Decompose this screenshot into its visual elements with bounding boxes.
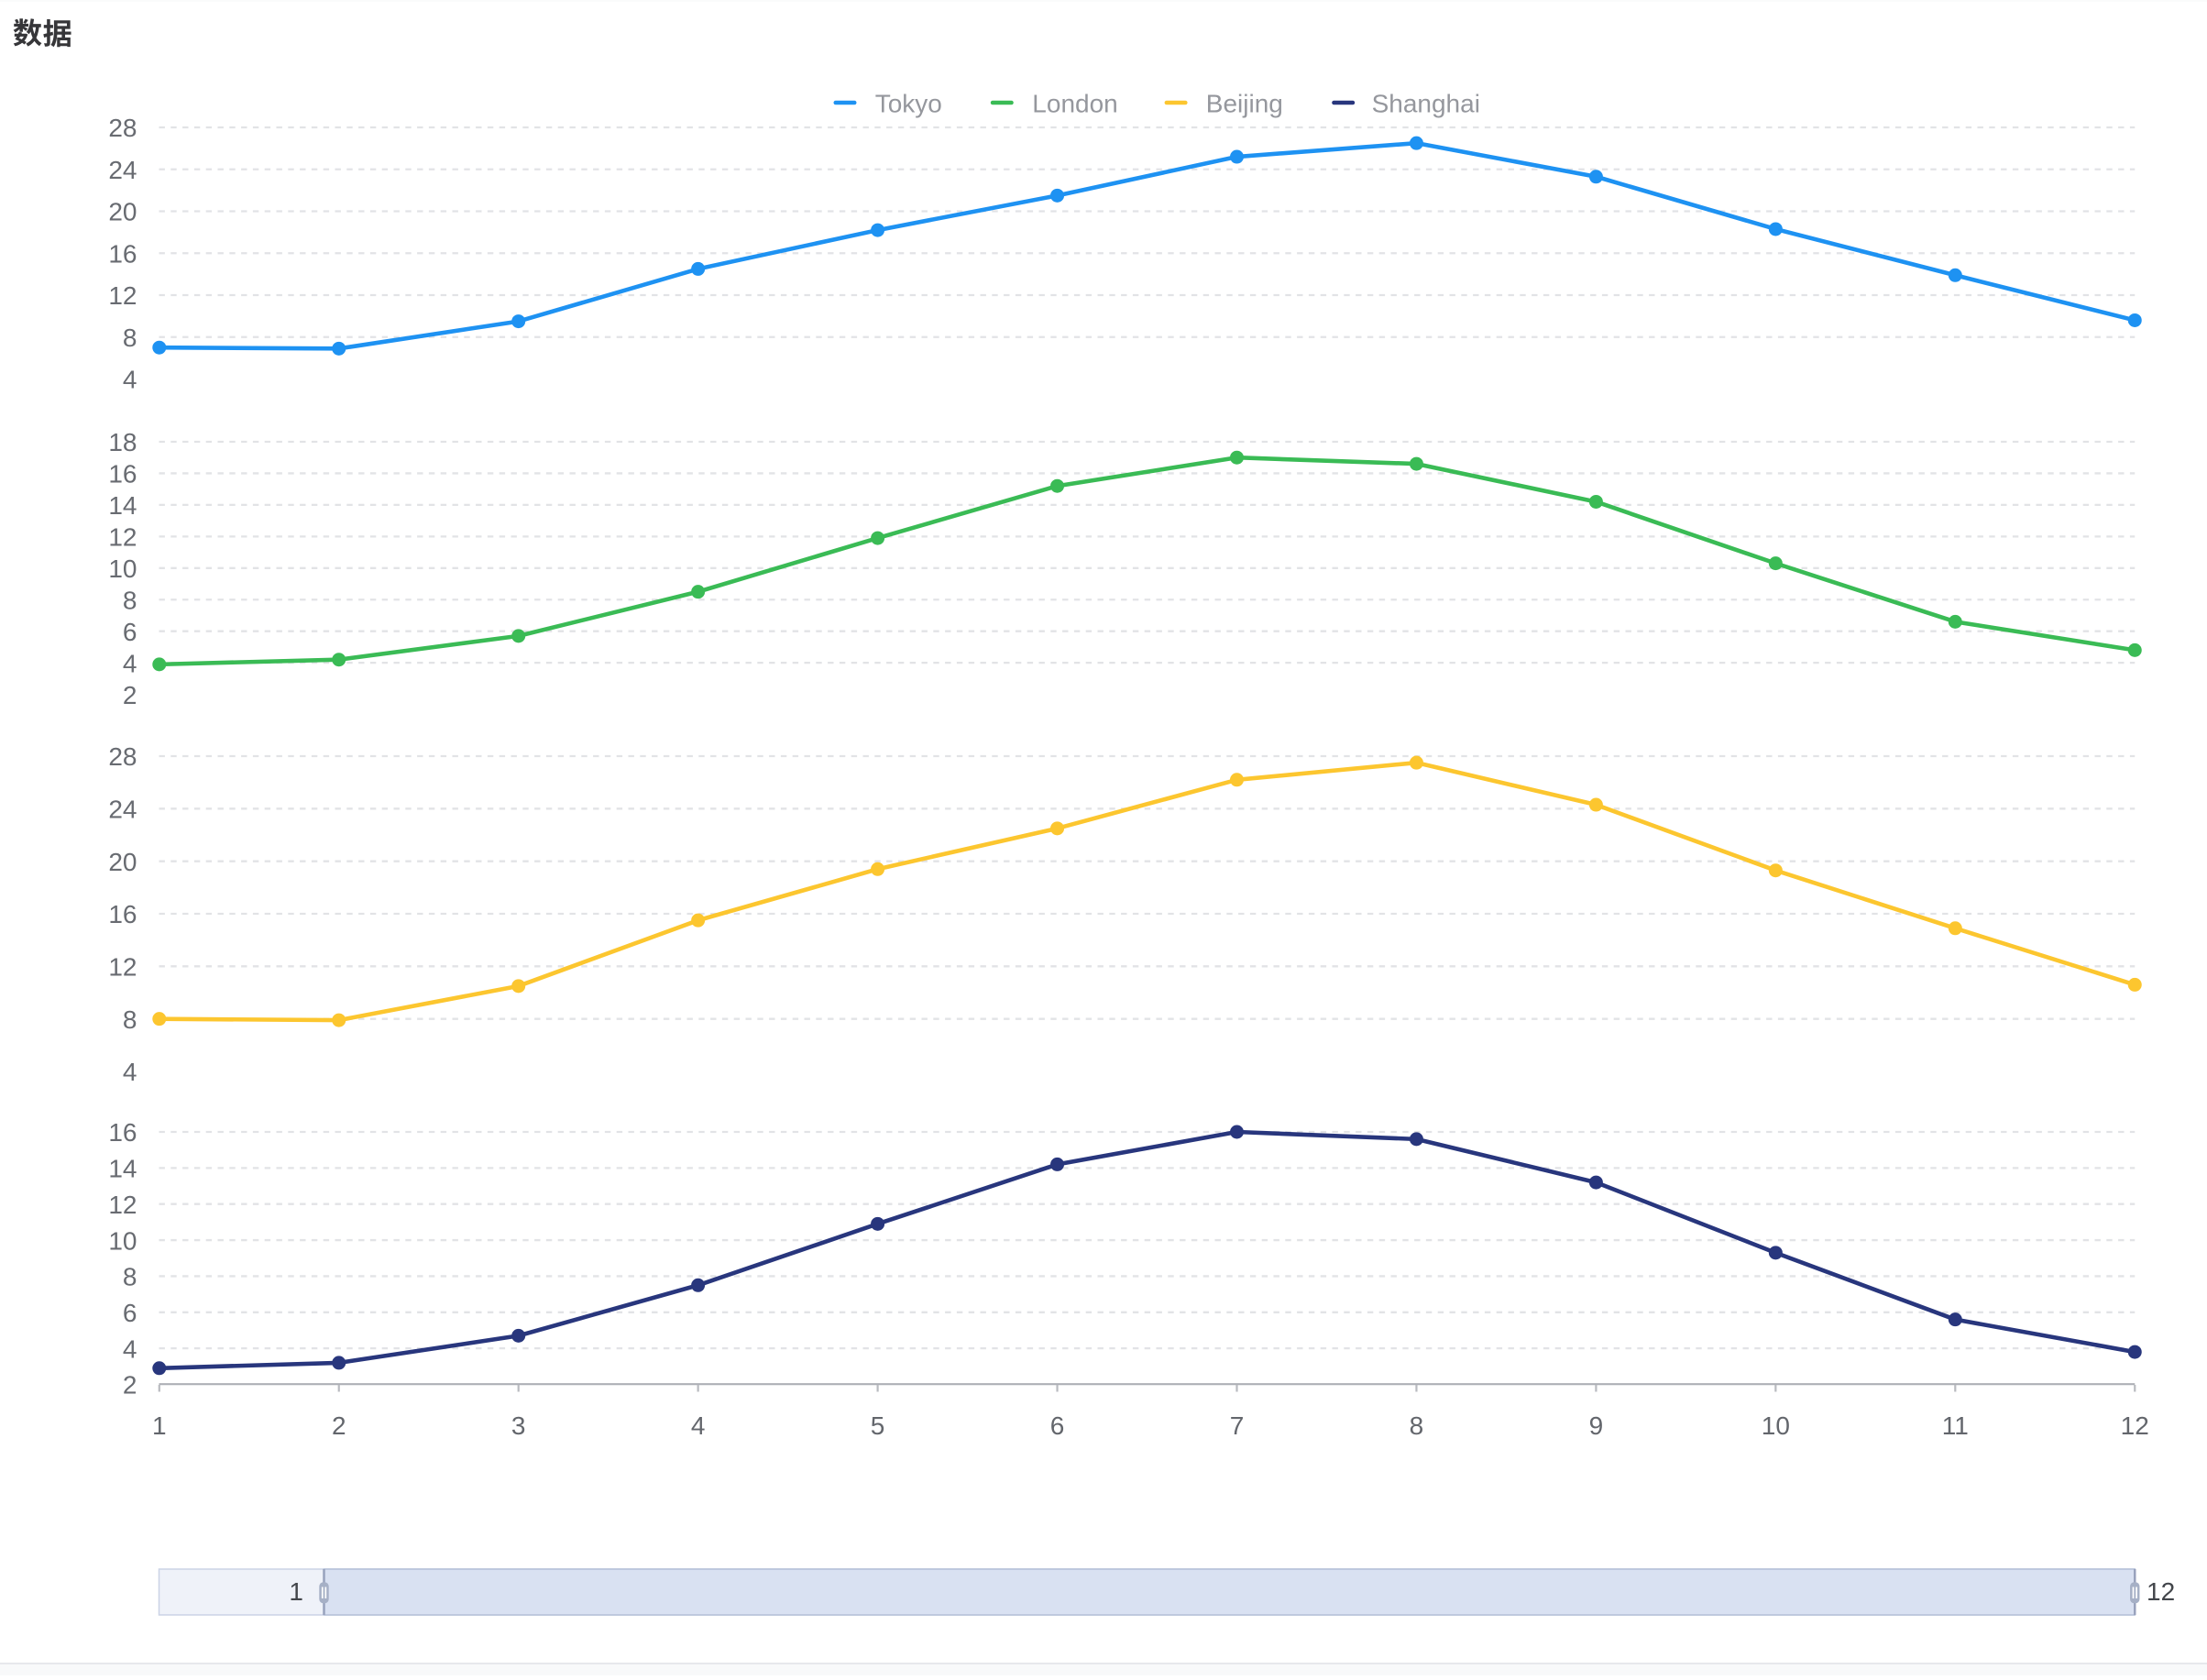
svg-text:16: 16 [108, 1118, 137, 1147]
svg-text:Shanghai: Shanghai [1372, 90, 1480, 118]
svg-text:6: 6 [123, 1299, 137, 1327]
svg-text:14: 14 [108, 491, 137, 520]
svg-text:2: 2 [123, 1371, 137, 1400]
svg-text:2: 2 [332, 1411, 346, 1440]
svg-text:14: 14 [108, 1155, 137, 1183]
svg-text:12: 12 [108, 953, 137, 982]
svg-text:28: 28 [108, 114, 137, 142]
svg-text:1: 1 [152, 1411, 167, 1440]
svg-text:18: 18 [108, 428, 137, 456]
svg-text:12: 12 [2121, 1411, 2149, 1440]
svg-text:10: 10 [1762, 1411, 1790, 1440]
svg-text:Beijing: Beijing [1206, 90, 1283, 118]
svg-text:London: London [1032, 90, 1117, 118]
svg-text:16: 16 [108, 460, 137, 489]
svg-text:4: 4 [123, 366, 137, 394]
svg-text:4: 4 [123, 1058, 137, 1086]
svg-text:8: 8 [123, 586, 137, 614]
svg-text:28: 28 [108, 742, 137, 771]
svg-text:12: 12 [108, 1191, 137, 1219]
svg-text:4: 4 [691, 1411, 706, 1440]
svg-text:8: 8 [1410, 1411, 1424, 1440]
svg-text:20: 20 [108, 198, 137, 226]
svg-text:11: 11 [1942, 1411, 1969, 1440]
svg-text:2: 2 [123, 681, 137, 709]
svg-text:9: 9 [1589, 1411, 1604, 1440]
svg-text:12: 12 [108, 523, 137, 552]
svg-text:20: 20 [108, 848, 137, 876]
svg-text:5: 5 [871, 1411, 885, 1440]
svg-text:12: 12 [108, 281, 137, 310]
svg-text:8: 8 [123, 1263, 137, 1291]
svg-text:8: 8 [123, 324, 137, 352]
svg-text:4: 4 [123, 649, 137, 677]
svg-text:10: 10 [108, 1226, 137, 1255]
svg-text:8: 8 [123, 1005, 137, 1034]
svg-text:16: 16 [108, 900, 137, 928]
svg-text:16: 16 [108, 239, 137, 268]
svg-text:6: 6 [123, 618, 137, 646]
svg-text:24: 24 [108, 156, 137, 184]
svg-text:Tokyo: Tokyo [875, 90, 942, 118]
svg-text:7: 7 [1230, 1411, 1245, 1440]
svg-text:4: 4 [123, 1334, 137, 1363]
svg-text:10: 10 [108, 555, 137, 583]
svg-text:6: 6 [1050, 1411, 1065, 1440]
svg-text:24: 24 [108, 796, 137, 824]
svg-text:12: 12 [2147, 1577, 2175, 1606]
svg-text:3: 3 [511, 1411, 526, 1440]
svg-text:1: 1 [289, 1577, 303, 1606]
